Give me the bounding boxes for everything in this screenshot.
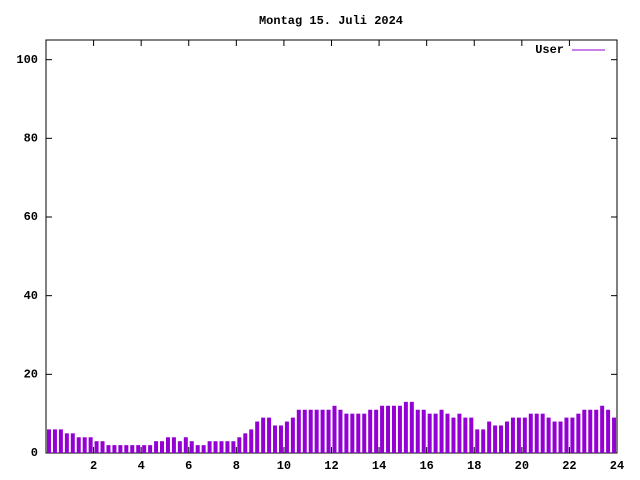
- x-tick-label: 18: [467, 459, 481, 473]
- y-tick-label: 0: [31, 446, 38, 460]
- chart-title: Montag 15. Juli 2024: [259, 14, 403, 28]
- x-tick-label: 4: [138, 459, 145, 473]
- y-tick-label: 60: [24, 210, 38, 224]
- x-tick-label: 12: [324, 459, 338, 473]
- y-tick-label: 40: [24, 289, 38, 303]
- x-tick-label: 2: [90, 459, 97, 473]
- x-tick-label: 8: [233, 459, 240, 473]
- x-tick-label: 14: [372, 459, 386, 473]
- y-tick-label: 100: [16, 53, 38, 67]
- x-tick-label: 6: [185, 459, 192, 473]
- x-tick-label: 16: [419, 459, 433, 473]
- y-tick-label: 80: [24, 132, 38, 146]
- x-tick-label: 10: [277, 459, 291, 473]
- legend-label: User: [535, 43, 564, 57]
- x-tick-label: 24: [610, 459, 624, 473]
- x-tick-label: 22: [562, 459, 576, 473]
- x-tick-label: 20: [515, 459, 529, 473]
- y-tick-label: 20: [24, 368, 38, 382]
